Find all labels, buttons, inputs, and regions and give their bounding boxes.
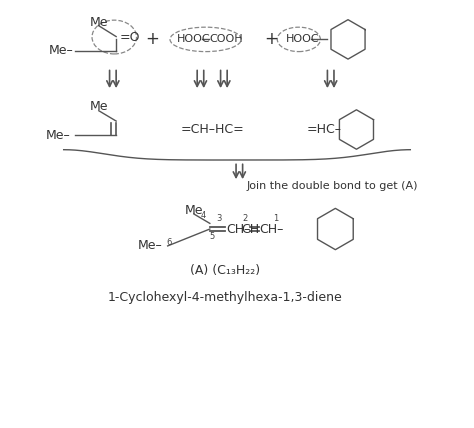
Text: 2: 2: [243, 214, 248, 223]
Text: 4: 4: [201, 211, 206, 220]
Text: HOOC: HOOC: [286, 34, 320, 45]
Text: CH: CH: [242, 223, 260, 235]
Text: Me: Me: [90, 101, 108, 113]
Text: (A) (C₁₃H₂₂): (A) (C₁₃H₂₂): [190, 264, 260, 277]
Text: Me: Me: [90, 16, 108, 29]
Text: Me–: Me–: [138, 239, 163, 253]
Text: 3: 3: [217, 214, 222, 223]
Text: Join the double bond to get (A): Join the double bond to get (A): [246, 181, 418, 191]
Text: HOOC: HOOC: [177, 34, 210, 45]
Text: 1-Cyclohexyl-4-methylhexa-1,3-diene: 1-Cyclohexyl-4-methylhexa-1,3-diene: [108, 291, 342, 304]
Text: Me–: Me–: [46, 129, 71, 142]
Text: =HC–: =HC–: [306, 123, 341, 136]
Text: 5: 5: [210, 232, 215, 241]
Text: +: +: [264, 30, 278, 48]
Text: =O: =O: [120, 32, 140, 45]
Text: +: +: [145, 30, 159, 48]
Text: 1: 1: [273, 214, 278, 223]
Text: COOH: COOH: [209, 34, 243, 45]
Text: Me–: Me–: [48, 44, 73, 57]
Text: CH–: CH–: [226, 223, 250, 235]
Text: =CH–HC=: =CH–HC=: [180, 123, 244, 136]
Text: Me: Me: [185, 204, 203, 217]
Text: CH–: CH–: [259, 223, 284, 235]
Text: 6: 6: [167, 238, 172, 247]
